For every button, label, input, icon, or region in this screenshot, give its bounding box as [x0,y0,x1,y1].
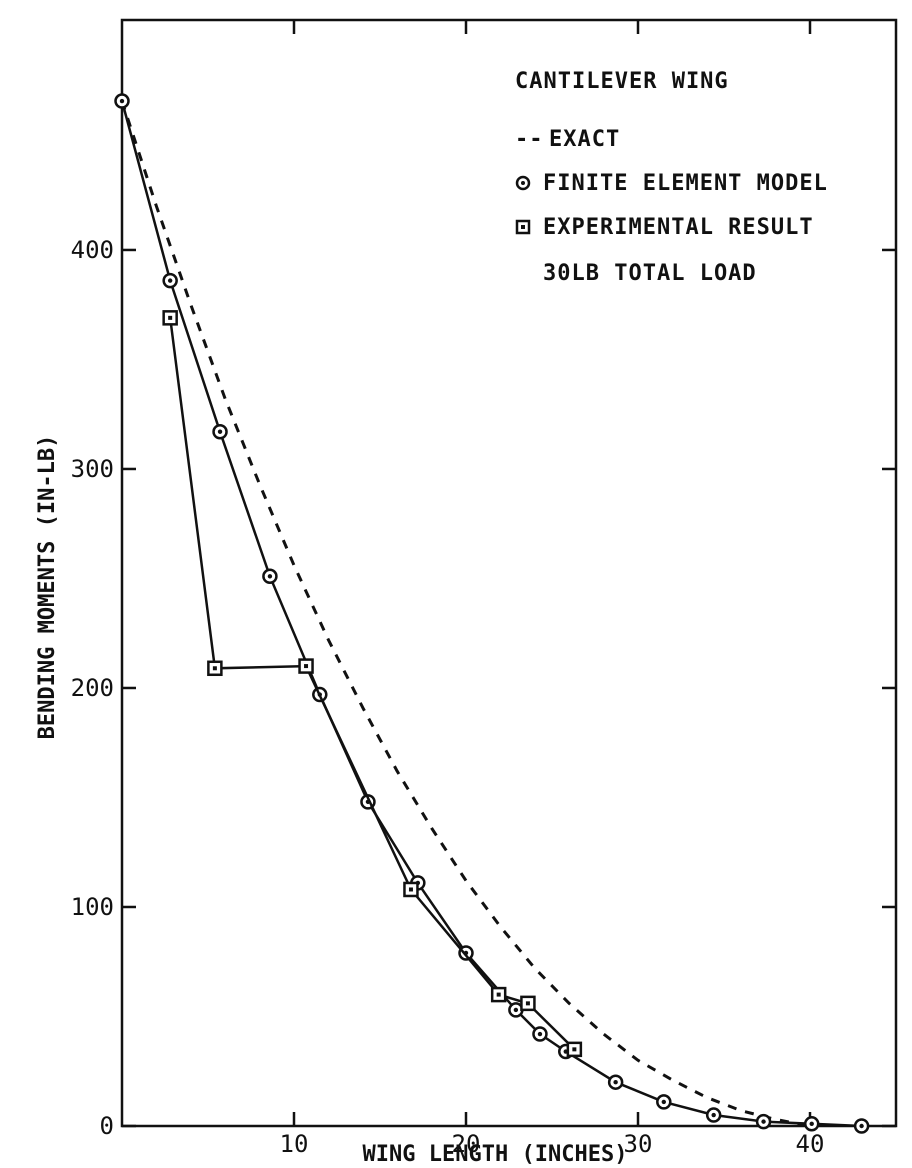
legend-square-icon-center [521,225,525,229]
legend-circle-icon-center [521,181,525,185]
fem-point-center [267,574,273,579]
x-axis-label: WING LENGTH (INCHES) [363,1142,628,1167]
fem-point-center [761,1119,766,1124]
legend-note: 30LB TOTAL LOAD [543,261,757,286]
legend: CANTILEVER WING -- EXACT FINITE ELEMENT MOD… [515,69,828,286]
y-tick-label: 400 [71,236,114,264]
series-line-exact [120,100,811,1128]
fem-point-center [809,1121,814,1127]
fem-point-center [167,278,173,283]
y-tick-label: 0 [100,1112,114,1140]
y-axis-label: BENDING MOMENTS (IN-LB) [35,435,60,740]
fem-point-center [537,1031,543,1037]
x-tick-label: 30 [624,1130,653,1158]
y-tick-label: 200 [71,674,114,702]
series-line-finite-element-model [120,100,862,1128]
experimental-point-center [304,664,309,669]
experimental-point-center [168,315,173,320]
fem-point-center [711,1112,716,1118]
fem-point-center [859,1123,864,1129]
fem-point-center [613,1079,618,1085]
plot-border [120,18,898,1128]
experimental-point-center [525,1001,530,1006]
experimental-point-center [572,1047,577,1052]
y-tick-label: 100 [71,893,114,921]
legend-entry-label: EXACT [549,127,620,152]
y-tick-label: 300 [71,455,114,483]
fem-point-center [119,98,125,104]
legend-title: CANTILEVER WING [515,69,729,94]
legend-entry-label: EXPERIMENTAL RESULT [543,215,814,240]
x-tick-label: 40 [796,1130,825,1158]
fem-point-center [661,1099,666,1105]
series-line-experimental-result [168,317,576,1051]
x-tick-label: 20 [452,1130,481,1158]
plot-frame [120,18,898,1128]
fem-point-center [217,429,223,434]
series-layer [114,93,870,1134]
experimental-point-center [212,666,217,671]
experimental-point-center [496,992,501,997]
fem-point-center [513,1007,519,1013]
experimental-point-center [408,887,413,892]
legend-dash-symbol: -- [515,127,544,152]
x-tick-label: 10 [280,1130,309,1158]
legend-entry-label: FINITE ELEMENT MODEL [543,171,828,196]
